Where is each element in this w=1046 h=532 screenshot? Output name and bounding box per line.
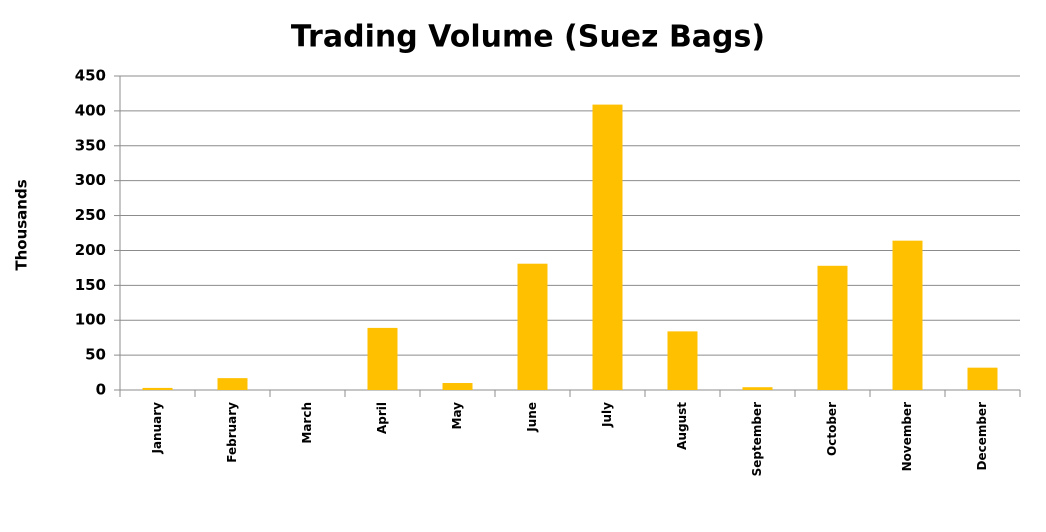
x-tick-label: April (375, 402, 389, 434)
bar (142, 387, 173, 390)
bar (892, 240, 923, 390)
bar (217, 378, 248, 390)
y-tick-label: 0 (96, 381, 106, 399)
bar (742, 387, 773, 390)
x-tick-label: February (225, 402, 239, 463)
bar (667, 331, 698, 390)
y-tick-label: 300 (75, 171, 106, 189)
x-tick-label: November (900, 402, 914, 471)
y-tick-label: 350 (75, 136, 106, 154)
x-tick-label: August (675, 402, 689, 450)
bar (817, 265, 848, 390)
y-axis-label: Thousands (13, 179, 31, 270)
x-tick-label: December (975, 402, 989, 471)
y-tick-label: 50 (85, 346, 106, 364)
bar (517, 263, 548, 390)
y-tick-label: 100 (75, 311, 106, 329)
x-tick-label: January (150, 402, 164, 455)
x-tick-label: September (750, 402, 764, 476)
x-tick-label: March (300, 402, 314, 444)
x-tick-label: July (600, 402, 614, 428)
y-tick-label: 450 (75, 67, 106, 85)
x-tick-label: May (450, 402, 464, 430)
y-tick-label: 150 (75, 276, 106, 294)
y-tick-label: 200 (75, 241, 106, 259)
chart-title: Trading Volume (Suez Bags) (291, 20, 765, 55)
bar (592, 104, 623, 390)
y-tick-label: 400 (75, 101, 106, 119)
x-tick-label: October (825, 402, 839, 456)
bar (367, 327, 398, 390)
x-tick-label: June (525, 402, 539, 433)
bar (967, 367, 998, 390)
y-tick-label: 250 (75, 206, 106, 224)
bar (442, 383, 473, 390)
